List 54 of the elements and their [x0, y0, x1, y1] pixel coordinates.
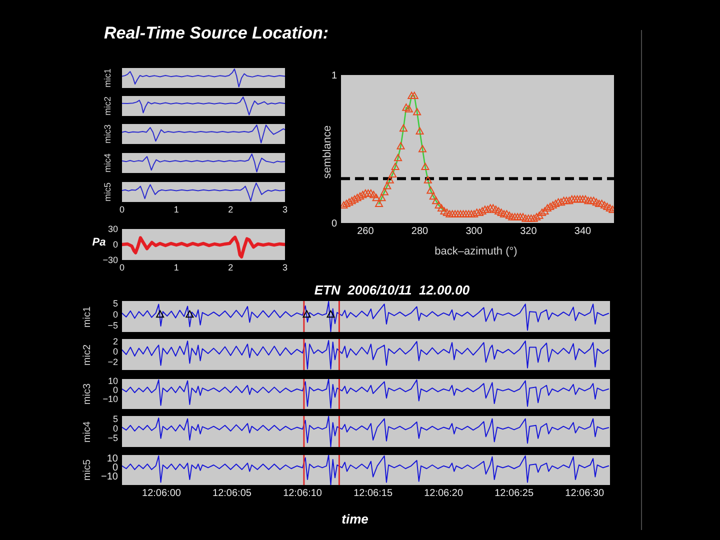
- y-tick-label: −10: [102, 394, 118, 404]
- y-tick-label: 0: [112, 240, 118, 250]
- y-tick-label: 0: [112, 423, 118, 434]
- x-axis-title: back–azimuth (°): [434, 246, 518, 258]
- y-tick-label: 5: [112, 414, 118, 424]
- y-axis-title: mic2: [102, 96, 112, 116]
- y-tick-label: 0: [112, 309, 118, 320]
- x-tick-label: 320: [520, 226, 538, 238]
- y-axis-title: mic1: [82, 306, 93, 328]
- y-tick-label: 0: [112, 462, 118, 474]
- x-tick-label: 12:06:30: [565, 488, 605, 500]
- x-tick-label: 12:06:20: [424, 488, 464, 500]
- chart-title: ETN 2006/10/11 12.00.00: [314, 282, 470, 298]
- x-tick-label: 300: [466, 226, 483, 238]
- x-tick-label: 12:06:05: [212, 488, 252, 500]
- x-tick-label: 12:06:00: [142, 488, 182, 500]
- x-tick-label: 1: [174, 262, 179, 272]
- y-tick-label: 5: [112, 298, 118, 308]
- x-tick-label: 0: [119, 262, 125, 272]
- y-tick-label: 0: [112, 385, 118, 396]
- y-axis-title: mic3: [82, 383, 93, 405]
- x-axis-title: time: [342, 512, 368, 526]
- y-tick-label: 10: [106, 453, 118, 464]
- x-tick-label: 340: [574, 226, 592, 238]
- x-tick-label: 260: [357, 226, 374, 238]
- x-tick-label: 1: [174, 204, 179, 214]
- y-axis-title: mic4: [102, 153, 112, 173]
- y-axis-title: mic3: [102, 124, 112, 144]
- x-tick-label: 3: [282, 204, 288, 214]
- x-tick-label: 0: [119, 204, 125, 214]
- y-tick-label: 30: [108, 224, 118, 234]
- y-axis-title: mic4: [82, 420, 93, 442]
- y-tick-label: 0: [112, 346, 118, 357]
- y-tick-label: 10: [108, 376, 118, 386]
- y-tick-label: 2: [112, 336, 118, 346]
- y-tick-label: −5: [108, 432, 118, 443]
- y-axis-title: mic1: [102, 68, 112, 88]
- x-tick-label: 12:06:10: [283, 488, 322, 500]
- x-tick-label: 12:06:25: [494, 488, 534, 500]
- x-tick-label: 12:06:15: [354, 488, 393, 500]
- x-tick-label: 3: [282, 262, 288, 272]
- y-tick-label: −2: [108, 356, 118, 367]
- y-axis-title: mic5: [82, 459, 93, 481]
- x-tick-label: 280: [411, 226, 429, 238]
- y-tick-label: −10: [101, 471, 118, 482]
- x-tick-label: 2: [228, 262, 234, 272]
- y-tick-label: −30: [102, 255, 118, 266]
- y-axis-title: mic2: [82, 344, 93, 366]
- y-axis-title: Pa: [92, 236, 106, 248]
- x-tick-label: 2: [228, 204, 234, 214]
- y-axis-title: semblance: [322, 125, 334, 179]
- y-tick-label: −5: [108, 320, 118, 331]
- chart-title: Real-Time Source Location:: [104, 24, 329, 42]
- y-axis-title: mic5: [102, 182, 112, 202]
